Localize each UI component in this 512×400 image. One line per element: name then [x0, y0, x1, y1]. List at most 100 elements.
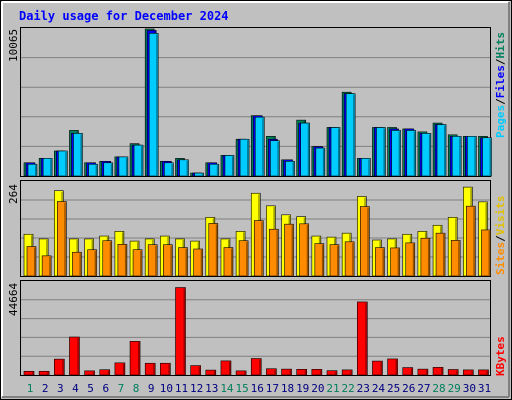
bar-pages-day-19 — [300, 122, 311, 177]
bar-shade — [79, 253, 81, 276]
x-label-day-28: 28 — [432, 382, 445, 395]
bar-pages-day-29 — [451, 135, 462, 177]
bar-shade — [64, 202, 66, 276]
bar-shade — [140, 250, 142, 276]
x-label-day-5: 5 — [87, 382, 94, 395]
bar-kbytes-day-1 — [23, 370, 35, 376]
x-label-day-26: 26 — [402, 382, 415, 395]
bar-sites-day-18 — [284, 223, 294, 277]
bar-shade — [32, 372, 34, 375]
x-label-day-21: 21 — [326, 382, 339, 395]
bar-kbytes-day-11 — [175, 287, 186, 376]
bar-shade — [65, 152, 67, 176]
bar-kbytes-day-3 — [53, 358, 65, 376]
bar-kbytes-day-31 — [478, 369, 489, 376]
bar-shade — [337, 245, 339, 276]
bar-shade — [168, 364, 170, 375]
bar-kbytes-day-14 — [220, 360, 232, 376]
x-label-day-9: 9 — [148, 382, 155, 395]
x-label-day-1: 1 — [27, 382, 34, 395]
bar-sites-day-31 — [481, 229, 491, 277]
bar-kbytes-day-4 — [69, 336, 80, 376]
bar-shade — [304, 370, 307, 375]
bar-shade — [335, 371, 337, 375]
bar-shade — [110, 163, 113, 176]
legend-visits: Visits — [494, 196, 507, 236]
legend-sep-2: / — [494, 58, 507, 65]
bar-shade — [213, 371, 216, 375]
bar-shade — [141, 146, 143, 176]
bar-pages-day-1 — [27, 163, 38, 177]
bar-shade — [201, 174, 204, 176]
bar-sites-day-14 — [223, 247, 234, 277]
bar-sites-day-20 — [314, 243, 325, 277]
bar-shade — [338, 128, 340, 176]
bar-shade — [486, 370, 488, 375]
bar-shade — [247, 140, 249, 176]
bar-shade — [153, 364, 155, 375]
bar-pages-day-18 — [285, 160, 295, 177]
bar-kbytes-day-9 — [144, 362, 156, 376]
bar-shade — [458, 241, 460, 276]
bar-shade — [277, 141, 279, 176]
bar-pages-day-26 — [406, 130, 417, 177]
bar-shade — [125, 157, 128, 176]
bar-shade — [321, 244, 324, 276]
bar-shade — [383, 128, 385, 176]
bar-sites-day-16 — [253, 220, 264, 277]
bar-pages-day-21 — [330, 127, 341, 177]
bar-shade — [352, 242, 354, 276]
bar-shade — [473, 207, 475, 276]
bar-shade — [109, 241, 112, 276]
bar-kbytes-day-13 — [205, 369, 217, 376]
bar-shade — [49, 256, 51, 276]
bar-shade — [216, 165, 219, 176]
bar-shade — [198, 366, 201, 375]
legend-pages: Pages — [494, 105, 507, 138]
bar-kbytes-day-28 — [432, 367, 444, 376]
bar-shade — [183, 288, 185, 375]
bar-kbytes-day-26 — [402, 367, 414, 376]
bar-shade — [412, 243, 415, 276]
bar-shade — [261, 221, 263, 276]
bar-pages-day-28 — [436, 124, 447, 177]
bar-sites-day-26 — [405, 242, 416, 277]
bar-sites-day-17 — [269, 228, 279, 277]
bar-shade — [80, 134, 82, 176]
bar-kbytes-day-27 — [417, 368, 429, 376]
bar-shade — [138, 342, 140, 375]
bar-shade — [395, 359, 398, 375]
bar-sites-day-27 — [420, 237, 431, 277]
bar-sites-day-15 — [238, 240, 249, 277]
bar-pages-day-25 — [391, 130, 401, 177]
bar-shade — [231, 156, 234, 176]
bar-kbytes-day-22 — [341, 369, 353, 376]
bar-kbytes-day-15 — [235, 370, 247, 376]
ymax-label-bottom: 44664 — [7, 283, 20, 316]
bar-shade — [171, 163, 173, 176]
bar-sites-day-1 — [26, 246, 37, 277]
bar-shade — [262, 118, 264, 176]
x-label-day-13: 13 — [205, 382, 218, 395]
bar-kbytes-day-25 — [387, 358, 398, 376]
bar-shade — [92, 371, 95, 375]
bar-pages-day-27 — [421, 133, 432, 177]
x-label-day-16: 16 — [251, 382, 264, 395]
bar-shade — [274, 369, 276, 375]
bar-shade — [488, 230, 490, 276]
bar-sites-day-12 — [193, 248, 203, 277]
x-label-day-14: 14 — [220, 382, 234, 395]
x-label-day-17: 17 — [266, 382, 279, 395]
bar-sites-day-24 — [375, 247, 385, 277]
ymax-label-middle: 264 — [7, 184, 20, 204]
bar-pages-day-15 — [239, 138, 250, 177]
bar-shade — [156, 34, 158, 177]
bar-shade — [34, 247, 36, 276]
bar-sites-day-9 — [147, 244, 158, 277]
bar-sites-day-30 — [466, 205, 476, 277]
bar-kbytes-day-21 — [326, 370, 338, 376]
bar-shade — [230, 248, 233, 276]
x-label-day-24: 24 — [372, 382, 386, 395]
bar-shade — [307, 124, 310, 176]
